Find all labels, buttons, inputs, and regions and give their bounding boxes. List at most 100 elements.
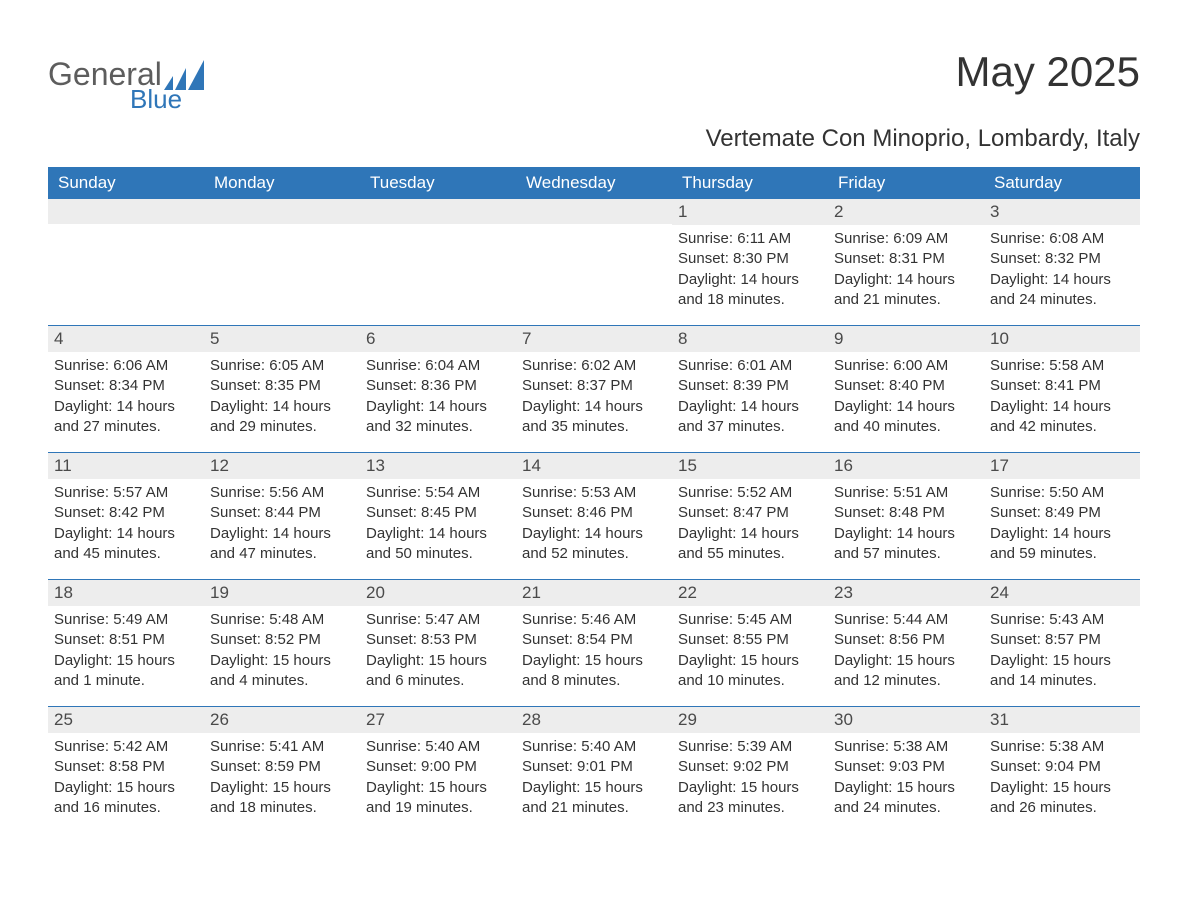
daylight-text: Daylight: 15 hours and 26 minutes. [990, 778, 1134, 819]
daylight-text: Daylight: 14 hours and 50 minutes. [366, 524, 510, 565]
daylight-text: Daylight: 15 hours and 14 minutes. [990, 651, 1134, 692]
sunset-text: Sunset: 8:49 PM [990, 503, 1134, 523]
sunrise-text: Sunrise: 5:40 AM [366, 737, 510, 757]
calendar-day-cell: 8Sunrise: 6:01 AMSunset: 8:39 PMDaylight… [672, 326, 828, 452]
day-number: 5 [204, 326, 360, 352]
sunrise-text: Sunrise: 5:54 AM [366, 483, 510, 503]
calendar-week-row: 1Sunrise: 6:11 AMSunset: 8:30 PMDaylight… [48, 199, 1140, 325]
daylight-text: Daylight: 14 hours and 59 minutes. [990, 524, 1134, 565]
sunset-text: Sunset: 8:42 PM [54, 503, 198, 523]
calendar-page: General Blue May 2025 Vertemate Con Mino… [0, 0, 1188, 873]
calendar-day-cell: 20Sunrise: 5:47 AMSunset: 8:53 PMDayligh… [360, 580, 516, 706]
sunset-text: Sunset: 9:04 PM [990, 757, 1134, 777]
sunset-text: Sunset: 8:56 PM [834, 630, 978, 650]
day-number: 6 [360, 326, 516, 352]
calendar-day-cell: 5Sunrise: 6:05 AMSunset: 8:35 PMDaylight… [204, 326, 360, 452]
sunset-text: Sunset: 8:44 PM [210, 503, 354, 523]
day-number: 15 [672, 453, 828, 479]
day-number [360, 199, 516, 224]
daylight-text: Daylight: 15 hours and 18 minutes. [210, 778, 354, 819]
day-content: Sunrise: 6:05 AMSunset: 8:35 PMDaylight:… [204, 352, 360, 443]
calendar-day-cell: 2Sunrise: 6:09 AMSunset: 8:31 PMDaylight… [828, 199, 984, 325]
calendar-day-cell: 10Sunrise: 5:58 AMSunset: 8:41 PMDayligh… [984, 326, 1140, 452]
daylight-text: Daylight: 15 hours and 6 minutes. [366, 651, 510, 692]
calendar-header-row: SundayMondayTuesdayWednesdayThursdayFrid… [48, 167, 1140, 199]
day-content: Sunrise: 5:53 AMSunset: 8:46 PMDaylight:… [516, 479, 672, 570]
calendar-day-cell: 30Sunrise: 5:38 AMSunset: 9:03 PMDayligh… [828, 707, 984, 833]
daylight-text: Daylight: 15 hours and 24 minutes. [834, 778, 978, 819]
sunrise-text: Sunrise: 5:56 AM [210, 483, 354, 503]
day-number [204, 199, 360, 224]
day-content: Sunrise: 5:54 AMSunset: 8:45 PMDaylight:… [360, 479, 516, 570]
calendar-day-cell: 12Sunrise: 5:56 AMSunset: 8:44 PMDayligh… [204, 453, 360, 579]
daylight-text: Daylight: 15 hours and 23 minutes. [678, 778, 822, 819]
location-subtitle: Vertemate Con Minoprio, Lombardy, Italy [48, 125, 1140, 153]
sunset-text: Sunset: 8:40 PM [834, 376, 978, 396]
calendar-day-cell: 29Sunrise: 5:39 AMSunset: 9:02 PMDayligh… [672, 707, 828, 833]
sunset-text: Sunset: 8:45 PM [366, 503, 510, 523]
sunrise-text: Sunrise: 5:39 AM [678, 737, 822, 757]
day-number: 7 [516, 326, 672, 352]
daylight-text: Daylight: 15 hours and 1 minute. [54, 651, 198, 692]
daylight-text: Daylight: 15 hours and 4 minutes. [210, 651, 354, 692]
sunrise-text: Sunrise: 6:00 AM [834, 356, 978, 376]
sunrise-text: Sunrise: 6:09 AM [834, 229, 978, 249]
sunrise-text: Sunrise: 6:05 AM [210, 356, 354, 376]
day-number: 27 [360, 707, 516, 733]
day-content: Sunrise: 5:39 AMSunset: 9:02 PMDaylight:… [672, 733, 828, 824]
sunset-text: Sunset: 8:59 PM [210, 757, 354, 777]
sunset-text: Sunset: 8:58 PM [54, 757, 198, 777]
day-content: Sunrise: 6:01 AMSunset: 8:39 PMDaylight:… [672, 352, 828, 443]
sunrise-text: Sunrise: 6:08 AM [990, 229, 1134, 249]
sunset-text: Sunset: 8:57 PM [990, 630, 1134, 650]
daylight-text: Daylight: 14 hours and 42 minutes. [990, 397, 1134, 438]
daylight-text: Daylight: 14 hours and 35 minutes. [522, 397, 666, 438]
daylight-text: Daylight: 14 hours and 52 minutes. [522, 524, 666, 565]
day-content: Sunrise: 5:45 AMSunset: 8:55 PMDaylight:… [672, 606, 828, 697]
calendar-week-row: 4Sunrise: 6:06 AMSunset: 8:34 PMDaylight… [48, 325, 1140, 452]
daylight-text: Daylight: 14 hours and 24 minutes. [990, 270, 1134, 311]
sunset-text: Sunset: 9:02 PM [678, 757, 822, 777]
sunrise-text: Sunrise: 5:38 AM [834, 737, 978, 757]
day-number: 23 [828, 580, 984, 606]
day-content: Sunrise: 5:43 AMSunset: 8:57 PMDaylight:… [984, 606, 1140, 697]
calendar-week-row: 11Sunrise: 5:57 AMSunset: 8:42 PMDayligh… [48, 452, 1140, 579]
sunset-text: Sunset: 8:53 PM [366, 630, 510, 650]
sunset-text: Sunset: 8:36 PM [366, 376, 510, 396]
day-content: Sunrise: 5:56 AMSunset: 8:44 PMDaylight:… [204, 479, 360, 570]
day-content: Sunrise: 5:58 AMSunset: 8:41 PMDaylight:… [984, 352, 1140, 443]
sunset-text: Sunset: 8:51 PM [54, 630, 198, 650]
day-content: Sunrise: 6:06 AMSunset: 8:34 PMDaylight:… [48, 352, 204, 443]
sunrise-text: Sunrise: 5:38 AM [990, 737, 1134, 757]
daylight-text: Daylight: 14 hours and 27 minutes. [54, 397, 198, 438]
daylight-text: Daylight: 14 hours and 37 minutes. [678, 397, 822, 438]
day-content: Sunrise: 6:04 AMSunset: 8:36 PMDaylight:… [360, 352, 516, 443]
day-number: 26 [204, 707, 360, 733]
sunrise-text: Sunrise: 5:48 AM [210, 610, 354, 630]
weekday-header: Sunday [48, 167, 204, 199]
day-content: Sunrise: 5:51 AMSunset: 8:48 PMDaylight:… [828, 479, 984, 570]
sunset-text: Sunset: 8:48 PM [834, 503, 978, 523]
weekday-header: Monday [204, 167, 360, 199]
sunrise-text: Sunrise: 5:52 AM [678, 483, 822, 503]
sunrise-text: Sunrise: 5:53 AM [522, 483, 666, 503]
day-number: 29 [672, 707, 828, 733]
calendar-day-cell: 13Sunrise: 5:54 AMSunset: 8:45 PMDayligh… [360, 453, 516, 579]
day-content: Sunrise: 5:40 AMSunset: 9:01 PMDaylight:… [516, 733, 672, 824]
calendar-day-cell: 14Sunrise: 5:53 AMSunset: 8:46 PMDayligh… [516, 453, 672, 579]
day-content: Sunrise: 5:50 AMSunset: 8:49 PMDaylight:… [984, 479, 1140, 570]
day-number [48, 199, 204, 224]
calendar: SundayMondayTuesdayWednesdayThursdayFrid… [48, 167, 1140, 833]
day-content: Sunrise: 6:02 AMSunset: 8:37 PMDaylight:… [516, 352, 672, 443]
sunrise-text: Sunrise: 5:58 AM [990, 356, 1134, 376]
sunrise-text: Sunrise: 5:44 AM [834, 610, 978, 630]
page-title: May 2025 [956, 48, 1140, 96]
day-number: 1 [672, 199, 828, 225]
daylight-text: Daylight: 14 hours and 18 minutes. [678, 270, 822, 311]
day-content: Sunrise: 5:40 AMSunset: 9:00 PMDaylight:… [360, 733, 516, 824]
day-number: 21 [516, 580, 672, 606]
daylight-text: Daylight: 15 hours and 8 minutes. [522, 651, 666, 692]
calendar-day-cell: 21Sunrise: 5:46 AMSunset: 8:54 PMDayligh… [516, 580, 672, 706]
day-number: 25 [48, 707, 204, 733]
sunset-text: Sunset: 8:47 PM [678, 503, 822, 523]
